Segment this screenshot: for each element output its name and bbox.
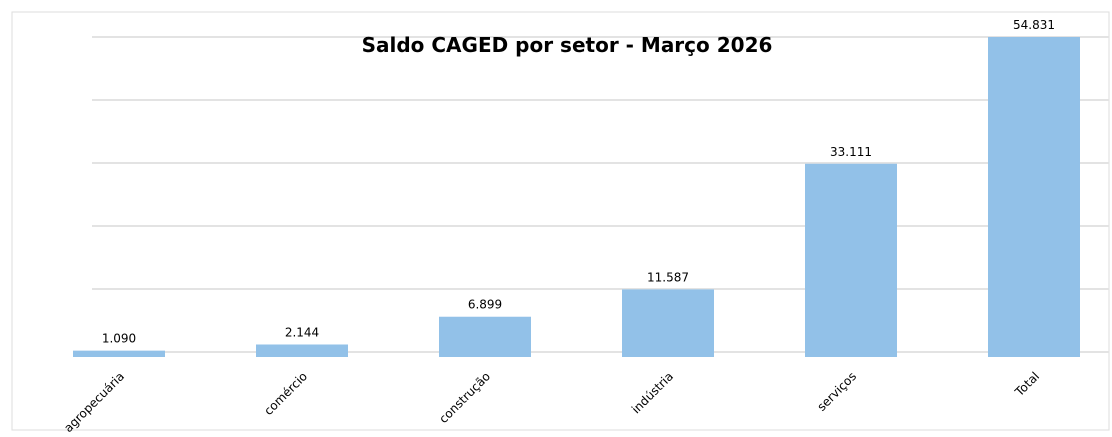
chart-frame bbox=[11, 11, 1110, 431]
bar bbox=[256, 344, 348, 357]
chart-title: Saldo CAGED por setor - Março 2026 bbox=[362, 33, 773, 57]
bar bbox=[988, 36, 1080, 357]
bar bbox=[439, 316, 531, 357]
bar bbox=[73, 350, 165, 357]
value-label: 11.587 bbox=[647, 270, 689, 284]
value-label: 1.090 bbox=[102, 332, 136, 346]
bar bbox=[805, 163, 897, 357]
value-label: 6.899 bbox=[468, 298, 502, 312]
value-label: 2.144 bbox=[285, 325, 319, 339]
bar bbox=[622, 289, 714, 357]
value-label: 54.831 bbox=[1013, 18, 1055, 32]
value-label: 33.111 bbox=[830, 145, 872, 159]
